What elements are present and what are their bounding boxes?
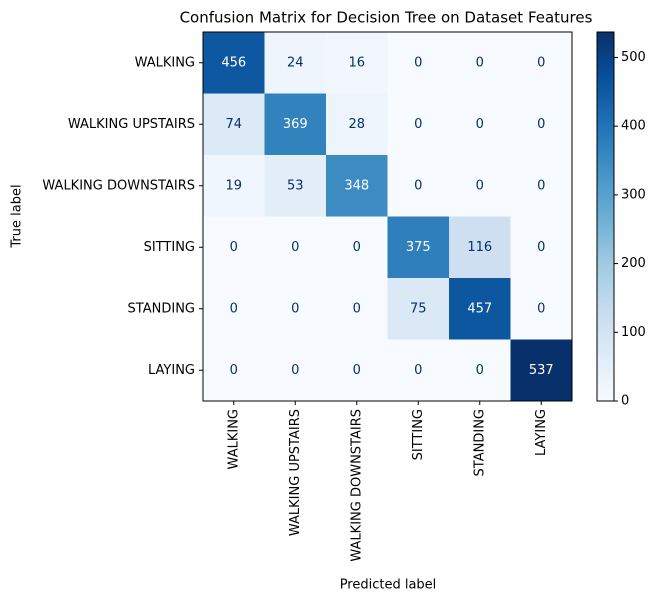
cell-label: 0	[414, 117, 422, 132]
cell-label: 0	[291, 301, 299, 316]
colorbar	[596, 31, 615, 402]
cell	[510, 155, 573, 217]
cell-label: 537	[529, 363, 554, 378]
cell	[387, 216, 450, 279]
cell-label: 0	[353, 240, 361, 255]
cell	[387, 32, 450, 94]
cell-label: 0	[291, 363, 299, 378]
cell	[510, 278, 573, 340]
cell	[449, 32, 511, 94]
y-tick-label: WALKING	[135, 55, 195, 70]
cell	[387, 339, 450, 402]
cell-label: 53	[287, 178, 304, 193]
cell-label: 0	[414, 178, 422, 193]
cell-label: 19	[225, 178, 242, 193]
cell-label: 0	[353, 363, 361, 378]
colorbar-tick-label: 300	[621, 187, 646, 202]
cell-label: 0	[537, 301, 545, 316]
cell	[449, 216, 511, 279]
cell-label: 16	[348, 55, 365, 70]
cell-label: 75	[410, 301, 427, 316]
x-tick-label: WALKING	[226, 409, 241, 469]
colorbar-tick-label: 200	[621, 256, 646, 271]
cell-label: 348	[344, 178, 369, 193]
cell-label: 456	[221, 55, 246, 70]
cell-label: 0	[476, 363, 484, 378]
cell-label: 0	[414, 363, 422, 378]
x-tick-label: WALKING UPSTAIRS	[288, 409, 303, 536]
cell-label: 0	[291, 240, 299, 255]
cell-label: 375	[406, 240, 431, 255]
cell-label: 0	[230, 363, 238, 378]
cell	[264, 339, 327, 402]
colorbar-tick-label: 0	[621, 394, 629, 409]
plot-frame	[202, 31, 573, 402]
y-tick-label: STANDING	[128, 301, 195, 316]
y-axis-label: True label	[10, 184, 25, 248]
cell-label: 0	[537, 178, 545, 193]
y-tick-label: SITTING	[144, 240, 195, 255]
cell	[449, 278, 511, 340]
cell	[510, 93, 573, 156]
cell	[203, 155, 265, 217]
y-tick-label: LAYING	[148, 363, 195, 378]
colorbar-tick-label: 500	[621, 50, 646, 65]
x-axis-label: Predicted label	[340, 578, 437, 593]
cell-label: 74	[225, 117, 242, 132]
cell	[510, 216, 573, 279]
cell	[203, 32, 265, 94]
cell-label: 24	[287, 55, 304, 70]
cell	[449, 93, 511, 156]
cell	[203, 339, 265, 402]
cell	[326, 216, 388, 279]
cell	[449, 155, 511, 217]
cell-label: 0	[476, 117, 484, 132]
cell-label: 0	[537, 55, 545, 70]
cell	[326, 32, 388, 94]
cell	[264, 278, 327, 340]
x-tick-label: STANDING	[472, 409, 487, 476]
cell	[326, 339, 388, 402]
cell-label: 0	[353, 301, 361, 316]
cell-label: 0	[537, 117, 545, 132]
cell	[264, 155, 327, 217]
cell	[449, 339, 511, 402]
cell	[264, 216, 327, 279]
cell	[264, 32, 327, 94]
cell-label: 0	[230, 240, 238, 255]
cell	[326, 155, 388, 217]
chart-title: Confusion Matrix for Decision Tree on Da…	[180, 9, 593, 27]
cell-label: 0	[476, 178, 484, 193]
cell	[203, 93, 265, 156]
x-tick-label: SITTING	[411, 409, 426, 460]
cell-label: 457	[467, 301, 492, 316]
cell-label: 0	[230, 301, 238, 316]
y-tick-label: WALKING UPSTAIRS	[68, 117, 195, 132]
cell	[387, 155, 450, 217]
y-tick-label: WALKING DOWNSTAIRS	[42, 178, 195, 193]
cell	[510, 32, 573, 94]
cell-label: 116	[467, 240, 492, 255]
cell	[510, 339, 573, 402]
x-tick-label: WALKING DOWNSTAIRS	[349, 409, 364, 562]
cell	[387, 93, 450, 156]
colorbar-tick-label: 100	[621, 325, 646, 340]
cell	[203, 278, 265, 340]
colorbar-tick-label: 400	[621, 119, 646, 134]
cell-label: 0	[537, 240, 545, 255]
cell-label: 0	[476, 55, 484, 70]
cell	[326, 93, 388, 156]
cell	[203, 216, 265, 279]
cell-label: 369	[283, 117, 308, 132]
x-tick-label: LAYING	[534, 409, 549, 456]
cell	[326, 278, 388, 340]
cell-label: 28	[348, 117, 365, 132]
cell	[264, 93, 327, 156]
cell-label: 0	[414, 55, 422, 70]
cell	[387, 278, 450, 340]
